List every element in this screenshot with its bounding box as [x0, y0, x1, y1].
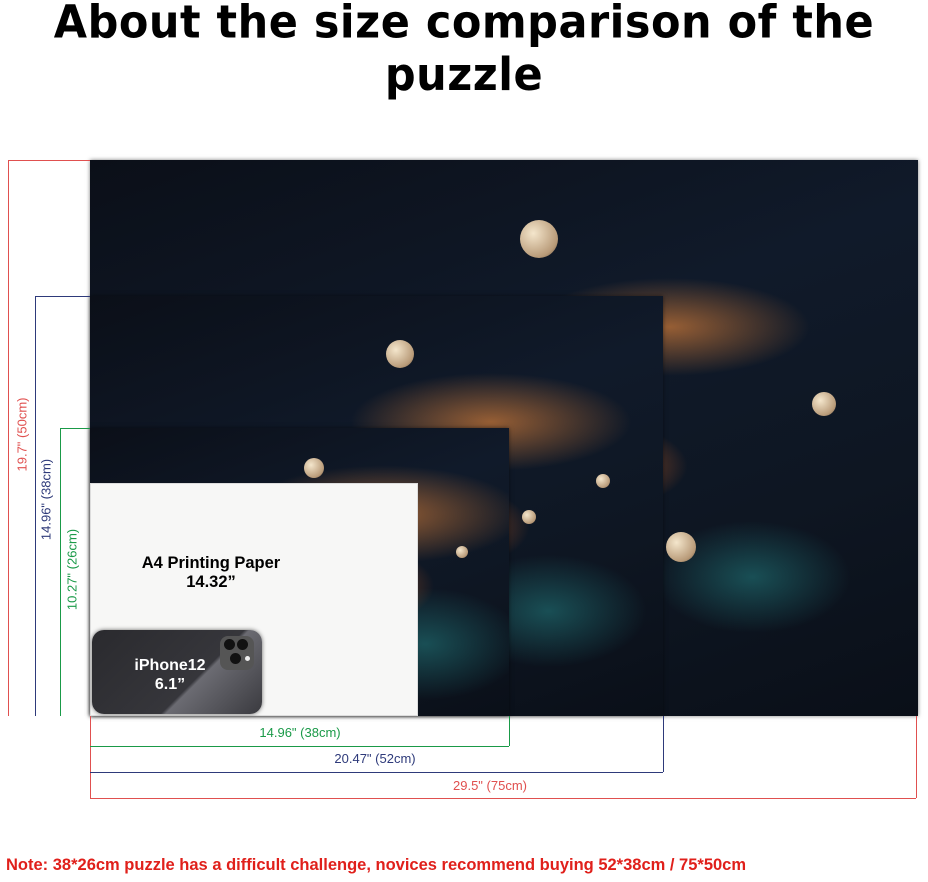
width-bracket-medium	[90, 772, 663, 773]
iphone-size: 6.1”	[154, 676, 186, 693]
iphone: iPhone12 6.1”	[92, 630, 262, 714]
height-label-large: 19.7" (50cm)	[14, 397, 30, 472]
height-label-small: 10.27" (26cm)	[64, 528, 80, 611]
bracket-tick	[663, 716, 664, 772]
width-label-small: 14.96" (38cm)	[259, 725, 341, 740]
a4-size: 14.32”	[186, 573, 236, 591]
bracket-tick	[90, 716, 91, 798]
width-label-large: 29.5" (75cm)	[453, 778, 527, 793]
bracket-tick	[916, 716, 917, 798]
height-bracket-medium	[35, 296, 36, 716]
height-bracket-small	[60, 428, 61, 716]
bracket-tick	[60, 428, 90, 429]
a4-label: A4 Printing Paper	[141, 554, 281, 572]
note-text: Note: 38*26cm puzzle has a difficult cha…	[6, 856, 747, 874]
bracket-tick	[35, 296, 90, 297]
width-bracket-large	[90, 798, 916, 799]
height-bracket-large	[8, 160, 9, 716]
iphone-label: iPhone12	[134, 657, 206, 674]
camera-module-icon	[220, 636, 254, 670]
bracket-tick	[509, 716, 510, 746]
bracket-tick	[8, 160, 90, 161]
height-label-medium: 14.96" (38cm)	[38, 458, 54, 541]
width-label-medium: 20.47" (52cm)	[334, 751, 416, 766]
width-bracket-small	[90, 746, 509, 747]
page-title: About the size comparison of the puzzle	[53, 0, 875, 102]
